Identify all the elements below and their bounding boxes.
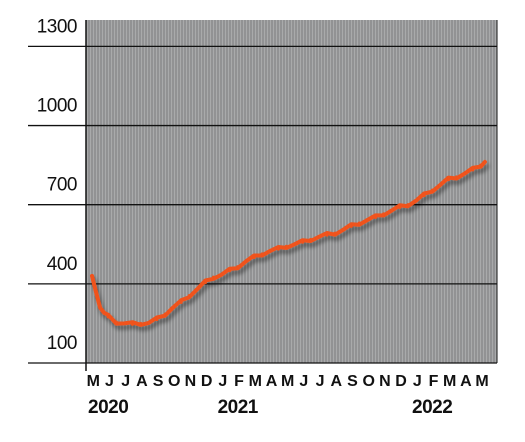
x-tick-label: A bbox=[330, 373, 342, 390]
data-point bbox=[130, 322, 135, 326]
data-point bbox=[102, 311, 106, 315]
data-point bbox=[244, 259, 248, 264]
data-point bbox=[365, 218, 370, 222]
data-point bbox=[268, 249, 272, 253]
y-tick-label: 100 bbox=[47, 333, 77, 354]
x-tick-label: O bbox=[362, 373, 374, 390]
x-tick-label: M bbox=[443, 373, 456, 390]
x-tick-label: J bbox=[218, 373, 226, 390]
data-point bbox=[422, 193, 426, 198]
data-point bbox=[90, 274, 94, 278]
data-point bbox=[373, 215, 378, 219]
data-point bbox=[187, 294, 191, 298]
data-point bbox=[357, 221, 361, 225]
x-tick-label: A bbox=[460, 373, 472, 390]
line-series bbox=[90, 159, 487, 327]
x-tick-label: J bbox=[316, 373, 324, 390]
data-point bbox=[179, 300, 183, 304]
y-tick-label: 400 bbox=[47, 254, 77, 275]
data-point bbox=[398, 205, 402, 209]
data-point bbox=[292, 242, 297, 246]
y-tick-label: 700 bbox=[47, 175, 77, 196]
x-tick-label: J bbox=[105, 373, 113, 390]
data-point bbox=[228, 269, 232, 273]
y-tick-label: 1300 bbox=[37, 16, 77, 37]
year-label: 2022 bbox=[412, 397, 452, 418]
y-axis: 100 400 700 1000 1300 bbox=[37, 16, 78, 354]
year-label: 2021 bbox=[218, 397, 259, 418]
x-tick-label: N bbox=[379, 373, 390, 390]
x-tick-label: M bbox=[249, 373, 262, 390]
data-point bbox=[390, 208, 394, 213]
data-point bbox=[171, 305, 175, 310]
year-label: 2020 bbox=[88, 397, 128, 418]
data-point bbox=[483, 160, 487, 164]
data-point bbox=[479, 163, 483, 167]
data-point bbox=[333, 231, 337, 235]
data-point bbox=[114, 320, 118, 324]
gridlines bbox=[28, 20, 498, 371]
x-tick-label: J bbox=[121, 373, 129, 390]
data-point bbox=[438, 183, 442, 187]
x-tick-label: A bbox=[136, 373, 148, 390]
data-point bbox=[236, 265, 240, 269]
data-point bbox=[382, 212, 386, 216]
data-point bbox=[276, 247, 280, 251]
x-tick-label: A bbox=[266, 373, 278, 390]
data-point bbox=[147, 321, 151, 325]
x-tick-label: F bbox=[429, 373, 439, 390]
data-point bbox=[430, 188, 434, 192]
data-point bbox=[139, 321, 143, 326]
x-tick-label: D bbox=[201, 373, 212, 390]
data-point bbox=[252, 255, 256, 260]
data-point bbox=[211, 275, 216, 279]
data-point bbox=[284, 244, 289, 248]
data-point bbox=[155, 317, 159, 322]
data-point bbox=[446, 178, 451, 182]
x-tick-label: N bbox=[185, 373, 196, 390]
x-tick-label: O bbox=[168, 373, 180, 390]
series-line bbox=[90, 159, 487, 327]
data-point bbox=[195, 287, 199, 291]
data-point bbox=[454, 175, 459, 179]
data-point bbox=[325, 233, 329, 237]
x-tick-label: M bbox=[281, 373, 294, 390]
data-point bbox=[106, 315, 110, 319]
x-tick-label: S bbox=[347, 373, 358, 390]
data-point bbox=[309, 237, 313, 242]
x-tick-label: D bbox=[395, 373, 406, 390]
data-point bbox=[406, 203, 410, 207]
data-point bbox=[260, 252, 264, 256]
data-point bbox=[220, 273, 224, 277]
data-point bbox=[301, 240, 305, 244]
data-point bbox=[122, 321, 127, 326]
x-tick-label: J bbox=[299, 373, 307, 390]
x-tick-label: S bbox=[153, 373, 164, 390]
data-point bbox=[463, 171, 467, 176]
x-tick-label: M bbox=[87, 373, 100, 390]
data-point bbox=[349, 224, 353, 228]
data-point bbox=[471, 168, 475, 172]
x-tick-label: F bbox=[234, 373, 244, 390]
data-point bbox=[163, 312, 167, 316]
data-point bbox=[317, 235, 321, 239]
data-point bbox=[203, 280, 208, 285]
data-point bbox=[98, 304, 102, 308]
x-tick-label: M bbox=[475, 373, 488, 390]
data-point bbox=[414, 199, 418, 203]
data-point bbox=[94, 292, 98, 296]
data-point bbox=[341, 228, 345, 232]
y-tick-label: 1000 bbox=[37, 96, 77, 117]
x-tick-label: J bbox=[413, 373, 421, 390]
